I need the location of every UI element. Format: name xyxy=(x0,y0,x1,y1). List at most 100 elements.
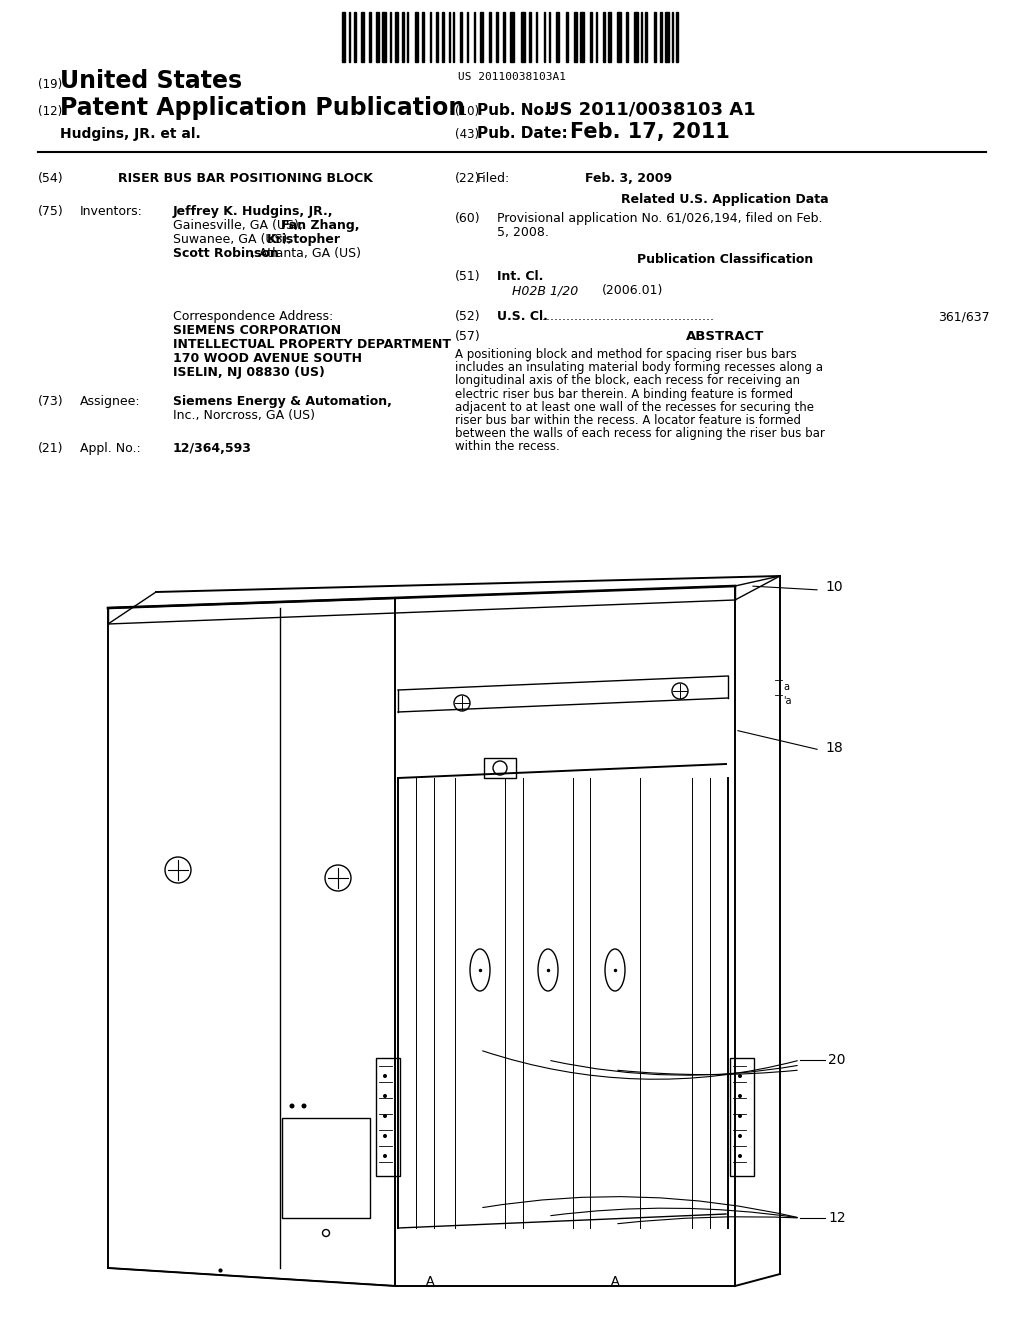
Circle shape xyxy=(383,1114,387,1118)
Text: Kristopher: Kristopher xyxy=(267,234,341,246)
Text: (75): (75) xyxy=(38,205,63,218)
Text: (12): (12) xyxy=(38,106,62,117)
Text: A: A xyxy=(426,1275,434,1288)
Text: Gainesville, GA (US);: Gainesville, GA (US); xyxy=(173,219,307,232)
Text: Pub. No.:: Pub. No.: xyxy=(477,103,556,117)
Bar xyxy=(376,1059,400,1176)
Text: 10: 10 xyxy=(825,579,843,594)
Text: Pub. Date:: Pub. Date: xyxy=(477,125,567,141)
Text: Appl. No.:: Appl. No.: xyxy=(80,442,140,455)
Text: (19): (19) xyxy=(38,78,62,91)
Circle shape xyxy=(738,1154,742,1158)
Bar xyxy=(580,12,584,62)
Bar xyxy=(484,758,516,777)
Text: Hudgins, JR. et al.: Hudgins, JR. et al. xyxy=(60,127,201,141)
Bar xyxy=(730,1059,754,1176)
Text: (51): (51) xyxy=(455,271,480,282)
Bar xyxy=(645,12,647,62)
Bar xyxy=(660,12,662,62)
Bar xyxy=(415,12,418,62)
Text: 361/637: 361/637 xyxy=(938,310,990,323)
Text: (21): (21) xyxy=(38,442,63,455)
Text: (60): (60) xyxy=(455,213,480,224)
Text: (54): (54) xyxy=(38,172,63,185)
Bar xyxy=(529,12,531,62)
Bar xyxy=(282,1118,370,1218)
Text: Jeffrey K. Hudgins, JR.,: Jeffrey K. Hudgins, JR., xyxy=(173,205,334,218)
Text: , Atlanta, GA (US): , Atlanta, GA (US) xyxy=(251,247,361,260)
Bar xyxy=(503,12,505,62)
Bar xyxy=(617,12,621,62)
Bar xyxy=(376,12,379,62)
Text: Suwanee, GA (US);: Suwanee, GA (US); xyxy=(173,234,296,246)
Text: Scott Robinson: Scott Robinson xyxy=(173,247,279,260)
Text: RISER BUS BAR POSITIONING BLOCK: RISER BUS BAR POSITIONING BLOCK xyxy=(118,172,373,185)
Text: (43): (43) xyxy=(455,128,479,141)
Text: U.S. Cl.: U.S. Cl. xyxy=(497,310,548,323)
Bar xyxy=(603,12,605,62)
Text: 5, 2008.: 5, 2008. xyxy=(497,226,549,239)
Bar xyxy=(422,12,424,62)
Text: a: a xyxy=(783,682,790,692)
Text: Provisional application No. 61/026,194, filed on Feb.: Provisional application No. 61/026,194, … xyxy=(497,213,822,224)
Text: within the recess.: within the recess. xyxy=(455,441,560,453)
Text: between the walls of each recess for aligning the riser bus bar: between the walls of each recess for ali… xyxy=(455,428,825,440)
Text: INTELLECTUAL PROPERTY DEPARTMENT: INTELLECTUAL PROPERTY DEPARTMENT xyxy=(173,338,451,351)
Bar xyxy=(402,12,404,62)
Text: Correspondence Address:: Correspondence Address: xyxy=(173,310,333,323)
Text: (52): (52) xyxy=(455,310,480,323)
Circle shape xyxy=(383,1074,387,1078)
Circle shape xyxy=(738,1114,742,1118)
Bar xyxy=(361,12,364,62)
Text: Inc., Norcross, GA (US): Inc., Norcross, GA (US) xyxy=(173,409,315,422)
Text: Patent Application Publication: Patent Application Publication xyxy=(60,96,465,120)
Bar xyxy=(442,12,444,62)
Text: 20: 20 xyxy=(828,1053,846,1067)
Text: (57): (57) xyxy=(455,330,480,343)
Text: SIEMENS CORPORATION: SIEMENS CORPORATION xyxy=(173,323,341,337)
Text: (2006.01): (2006.01) xyxy=(602,284,664,297)
Bar xyxy=(634,12,638,62)
Text: A positioning block and method for spacing riser bus bars: A positioning block and method for spaci… xyxy=(455,348,797,360)
Text: Siemens Energy & Automation,: Siemens Energy & Automation, xyxy=(173,395,392,408)
Bar xyxy=(369,12,371,62)
Circle shape xyxy=(383,1154,387,1158)
Bar xyxy=(574,12,577,62)
Text: US 20110038103A1: US 20110038103A1 xyxy=(458,73,566,82)
Text: 18: 18 xyxy=(825,741,843,755)
Text: Assignee:: Assignee: xyxy=(80,395,140,408)
Text: 12: 12 xyxy=(828,1210,846,1225)
Text: 'a: 'a xyxy=(783,696,792,706)
Bar xyxy=(608,12,611,62)
Bar xyxy=(395,12,398,62)
Bar xyxy=(626,12,628,62)
Text: ABSTRACT: ABSTRACT xyxy=(686,330,764,343)
Circle shape xyxy=(738,1134,742,1138)
Bar xyxy=(480,12,483,62)
Bar xyxy=(654,12,656,62)
Circle shape xyxy=(383,1134,387,1138)
Text: Fan Zhang,: Fan Zhang, xyxy=(281,219,359,232)
Bar xyxy=(676,12,678,62)
Circle shape xyxy=(383,1094,387,1098)
Text: ............................................: ........................................… xyxy=(539,310,715,323)
Bar xyxy=(354,12,356,62)
Bar xyxy=(590,12,592,62)
Text: Feb. 17, 2011: Feb. 17, 2011 xyxy=(570,121,730,143)
Circle shape xyxy=(738,1094,742,1098)
Text: (22): (22) xyxy=(455,172,480,185)
Text: adjacent to at least one wall of the recesses for securing the: adjacent to at least one wall of the rec… xyxy=(455,401,814,413)
Circle shape xyxy=(290,1104,295,1109)
Text: includes an insulating material body forming recesses along a: includes an insulating material body for… xyxy=(455,362,823,374)
Text: Feb. 3, 2009: Feb. 3, 2009 xyxy=(585,172,672,185)
Text: US 2011/0038103 A1: US 2011/0038103 A1 xyxy=(545,102,756,119)
Text: electric riser bus bar therein. A binding feature is formed: electric riser bus bar therein. A bindin… xyxy=(455,388,794,400)
Bar xyxy=(342,12,345,62)
Text: A: A xyxy=(610,1275,620,1288)
Text: Publication Classification: Publication Classification xyxy=(637,253,813,267)
Bar xyxy=(665,12,669,62)
Text: Filed:: Filed: xyxy=(477,172,510,185)
Text: Int. Cl.: Int. Cl. xyxy=(497,271,544,282)
Text: Inventors:: Inventors: xyxy=(80,205,143,218)
Circle shape xyxy=(738,1074,742,1078)
